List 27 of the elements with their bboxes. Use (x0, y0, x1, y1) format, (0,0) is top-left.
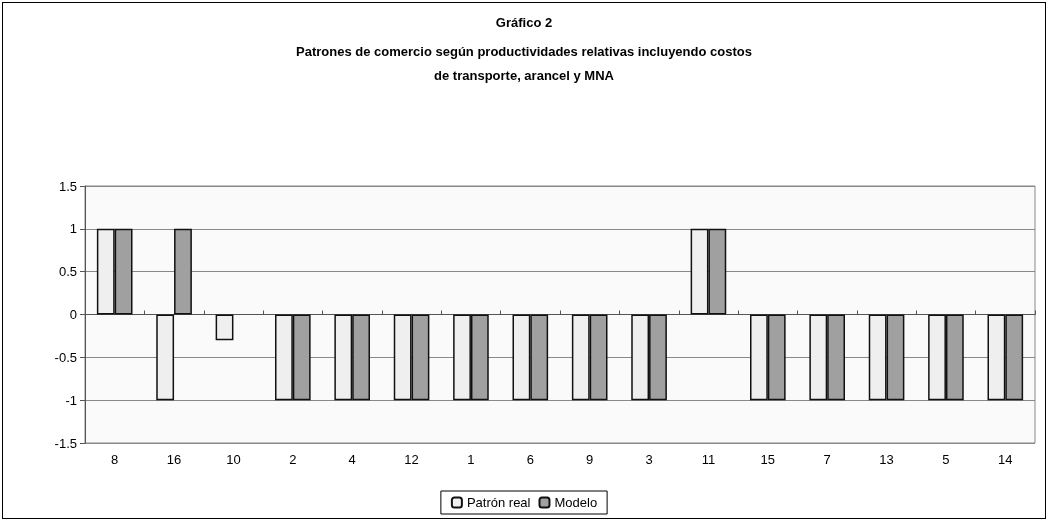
x-tick-label: 9 (586, 452, 594, 467)
x-tick-label: 10 (226, 452, 241, 467)
chart-title: Gráfico 2 (495, 15, 553, 30)
y-tick-label: -1.5 (54, 435, 77, 451)
y-tick-label: 0 (69, 307, 77, 322)
x-tick-label: 12 (404, 452, 419, 467)
x-tick-label: 2 (289, 452, 297, 467)
x-tick-label: 14 (998, 452, 1013, 467)
x-tick-label: 16 (166, 452, 182, 467)
y-tick-label: 0.5 (58, 264, 77, 280)
x-tick-label: 5 (942, 452, 950, 467)
legend-label: Modelo (554, 495, 598, 510)
x-tick-label: 11 (701, 452, 716, 467)
x-tick-label: 3 (645, 452, 653, 467)
x-tick-label: 13 (879, 452, 894, 467)
x-tick-label: 7 (823, 452, 831, 467)
chart-subtitle: Patrones de comercio según productividades relativas incluyendo costos de transporte, arancel y MNA (296, 43, 752, 83)
y-tick-label: 1 (69, 221, 77, 237)
x-tick-label: 4 (348, 452, 356, 467)
y-tick-label: -0.5 (54, 349, 77, 365)
y-tick-label: 1.5 (58, 178, 77, 194)
x-tick-label: 15 (760, 452, 776, 467)
y-tick-label: -1 (65, 392, 77, 408)
x-tick-label: 1 (467, 452, 475, 467)
x-tick-label: 8 (111, 452, 119, 467)
legend-label: Patrón real (466, 495, 531, 510)
x-tick-label: 6 (526, 452, 534, 467)
